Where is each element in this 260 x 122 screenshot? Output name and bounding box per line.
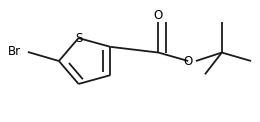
Text: Br: Br [8, 46, 22, 58]
Text: S: S [75, 32, 82, 45]
Text: O: O [154, 9, 163, 22]
Text: O: O [184, 55, 193, 68]
